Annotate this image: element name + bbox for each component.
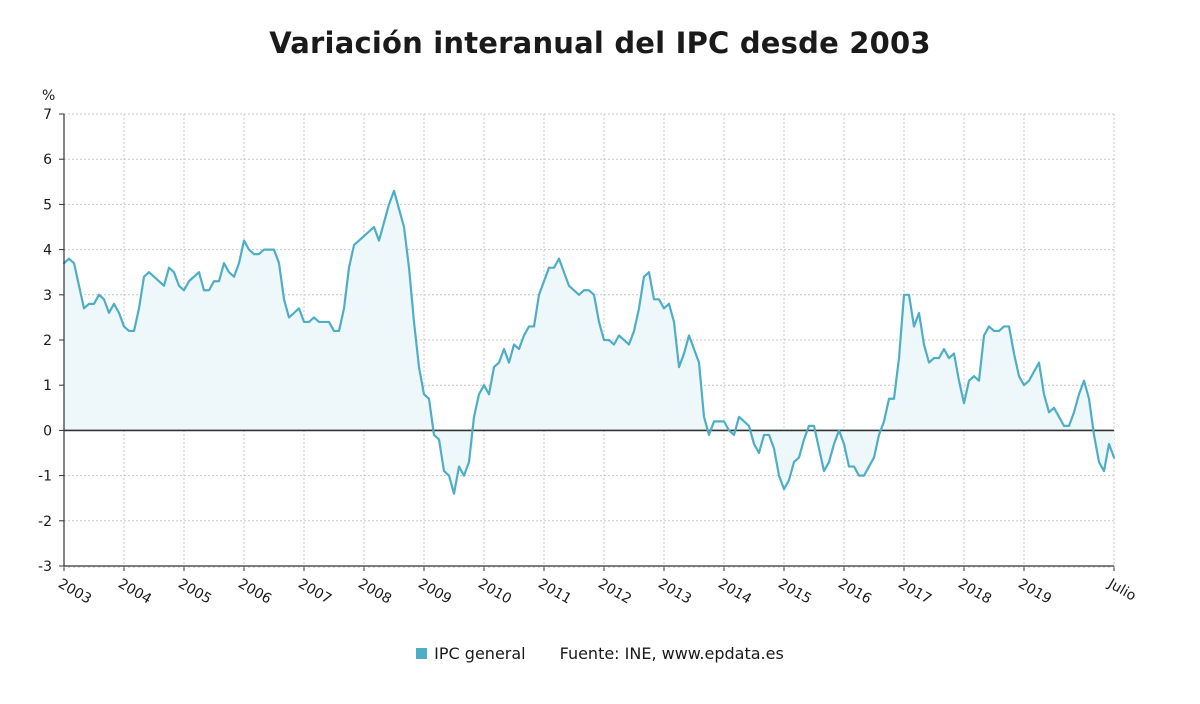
x-tick-label: 2008	[355, 576, 394, 608]
x-tick-label: 2005	[175, 576, 214, 608]
x-tick-label: 2009	[415, 576, 454, 608]
series-line-layer	[62, 189, 1116, 495]
y-tick-label: 0	[43, 423, 52, 439]
legend-swatch-ipc-general	[416, 648, 428, 659]
y-tick-label: 3	[43, 288, 52, 304]
x-tick-label: 2014	[715, 576, 754, 608]
x-tick-label: 2018	[955, 576, 994, 608]
series-line-ipc-general	[62, 189, 1116, 495]
x-tick-label: 2015	[775, 576, 814, 608]
x-tick-label: 2013	[655, 576, 694, 608]
x-tick-label: 2006	[235, 576, 274, 608]
y-tick-label: -2	[38, 514, 52, 530]
x-tick-label: 2012	[595, 576, 634, 608]
legend: IPC general Fuente: INE, www.epdata.es	[0, 644, 1200, 663]
source-note: Fuente: INE, www.epdata.es	[559, 644, 784, 663]
y-tick-label: 4	[43, 243, 52, 259]
x-tick-label: 2003	[55, 576, 94, 608]
y-tick-label: 5	[43, 197, 52, 213]
y-tick-label: 1	[43, 378, 52, 394]
area-layer	[64, 190, 1114, 494]
x-tick-label: 2017	[895, 576, 934, 608]
y-axis-unit-label: %	[42, 88, 55, 104]
x-tick-label: Julio	[1104, 575, 1138, 604]
y-tick-label: 7	[43, 107, 52, 123]
y-tick-label: -1	[38, 469, 52, 485]
legend-label-ipc-general: IPC general	[434, 644, 526, 663]
x-tick-label: 2004	[115, 576, 154, 608]
chart-title: Variación interanual del IPC desde 2003	[269, 26, 931, 60]
y-tick-label: 2	[43, 333, 52, 349]
x-tick-label: 2007	[295, 576, 334, 608]
x-tick-label: 2011	[535, 576, 574, 608]
x-tick-label: 2019	[1015, 576, 1054, 608]
x-tick-label: 2016	[835, 576, 874, 608]
y-tick-label: 6	[43, 152, 52, 168]
series-area-ipc-general	[64, 190, 1114, 494]
x-tick-label: 2010	[475, 576, 514, 608]
y-tick-label: -3	[38, 559, 52, 575]
